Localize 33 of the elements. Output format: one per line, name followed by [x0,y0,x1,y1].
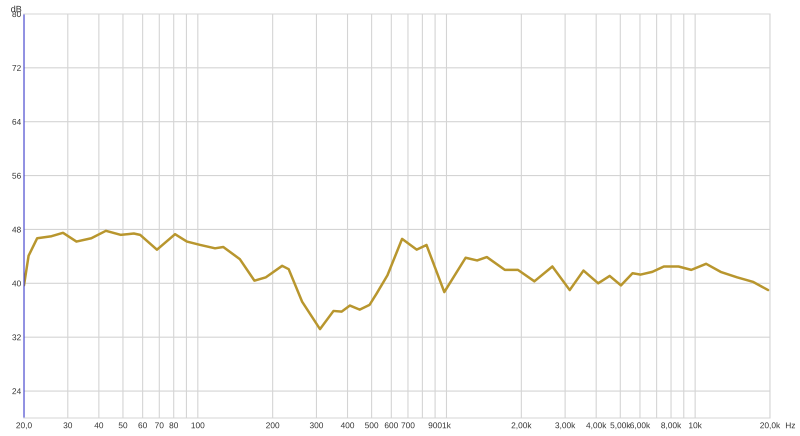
x-tick-label: 200 [266,422,280,428]
x-tick-label: 3,00k [555,422,576,430]
y-tick-label: 48 [12,226,21,233]
x-tick-label: 8,00k [661,422,682,430]
x-tick-label: 900 [428,422,442,428]
y-tick-label: 56 [12,172,21,179]
y-tick-label: 24 [12,388,21,394]
y-axis-title: dB [11,6,22,12]
x-tick-label: 5,00k [610,422,630,430]
x-tick-label: 600 [384,422,398,428]
x-tick-label: 40 [94,422,104,428]
x-tick-label: 20,0k [760,422,780,430]
x-tick-label: 60 [138,422,147,428]
x-tick-label: 4,00k [586,422,606,430]
x-tick-label: 400 [340,422,354,428]
x-tick-label: 50 [118,422,128,428]
x-axis-title: Hz [786,422,796,428]
x-tick-label: 6,00k [630,422,650,430]
x-tick-label: 80 [169,422,178,428]
x-tick-label: 2,00k [512,422,532,430]
x-tick-label: 10k [689,422,702,428]
y-tick-label: 32 [12,334,21,340]
x-tick-label: 70 [155,422,164,428]
x-tick-label: 300 [310,422,324,428]
x-tick-label: 20,0 [16,422,32,430]
x-tick-label: 500 [365,422,378,428]
y-tick-label: 64 [12,118,21,125]
x-tick-label: 700 [401,422,415,428]
x-tick-label: 1k [442,422,451,428]
x-tick-label: 100 [191,422,204,428]
y-tick-label: 72 [12,65,21,71]
y-tick-label: 40 [12,280,21,286]
x-tick-label: 30 [63,422,72,428]
